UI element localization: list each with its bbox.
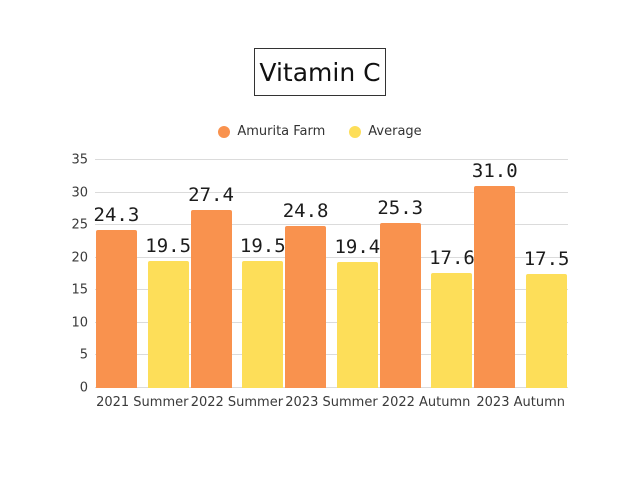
bar-amurita-farm bbox=[379, 223, 421, 388]
y-axis-tick-label: 25 bbox=[71, 217, 88, 233]
bar-column: 17.5 bbox=[523, 160, 570, 388]
y-axis-tick-label: 20 bbox=[71, 250, 88, 266]
legend-label: Average bbox=[368, 124, 422, 139]
bar-value-label: 27.4 bbox=[188, 183, 234, 206]
bar-amurita-farm bbox=[95, 229, 137, 388]
plot-area: 0 5 10 15 20 25 30 35 24.3 19.5 2021 Summer 27.4 19.… bbox=[71, 154, 570, 411]
y-axis-tick-label: 10 bbox=[71, 315, 88, 331]
bar-group: 31.0 17.5 bbox=[472, 160, 570, 388]
legend-label: Amurita Farm bbox=[237, 124, 326, 139]
gridline bbox=[95, 354, 568, 356]
legend-swatch-icon bbox=[218, 125, 231, 138]
bar-column: 19.5 bbox=[240, 160, 286, 388]
bar-value-label: 17.6 bbox=[429, 247, 475, 270]
gridline bbox=[95, 159, 568, 160]
x-axis-label: 2023 Autumn bbox=[476, 395, 565, 410]
bar-value-label: 17.5 bbox=[523, 248, 570, 270]
bar-column: 27.4 bbox=[188, 160, 234, 388]
bar-group: 24.8 19.4 bbox=[282, 160, 380, 388]
bar-column: 17.6 bbox=[429, 160, 475, 388]
gridline bbox=[95, 289, 568, 291]
y-axis-tick-label: 35 bbox=[71, 152, 88, 168]
bar-column: 19.5 bbox=[145, 160, 191, 388]
bar-value-label: 19.4 bbox=[334, 235, 381, 258]
x-axis-label: 2021 Summer bbox=[96, 395, 189, 410]
bar-value-label: 19.5 bbox=[239, 234, 286, 257]
y-axis-tick-label: 15 bbox=[71, 282, 88, 298]
bar-group: 25.3 17.6 bbox=[377, 160, 475, 388]
x-axis-label: 2023 Summer bbox=[285, 395, 378, 410]
bar-average bbox=[431, 273, 473, 388]
y-axis-tick-label: 30 bbox=[71, 185, 88, 201]
bar-value-label: 31.0 bbox=[471, 160, 518, 183]
bar-average bbox=[336, 261, 378, 388]
y-axis-tick-label: 5 bbox=[79, 347, 88, 363]
bar-value-label: 24.8 bbox=[282, 200, 329, 223]
legend-item: Amurita Farm bbox=[218, 124, 325, 139]
gridline bbox=[95, 387, 568, 388]
bar-average bbox=[147, 260, 189, 388]
bar-column: 24.8 bbox=[282, 160, 329, 388]
y-axis-tick-label: 0 bbox=[79, 380, 88, 396]
bar-group: 24.3 19.5 bbox=[93, 160, 191, 388]
legend: Amurita Farm Average bbox=[0, 124, 640, 139]
bar-average bbox=[242, 260, 284, 388]
bar-column: 31.0 bbox=[472, 160, 518, 388]
bar-column: 19.4 bbox=[334, 160, 380, 388]
bar-column: 25.3 bbox=[377, 160, 423, 388]
bar-value-label: 24.3 bbox=[93, 203, 140, 226]
x-axis-label: 2022 Autumn bbox=[381, 395, 471, 410]
legend-swatch-icon bbox=[349, 125, 362, 138]
bar-column: 24.3 bbox=[93, 160, 140, 388]
legend-item: Average bbox=[349, 124, 422, 139]
gridline bbox=[95, 256, 568, 258]
bar-amurita-farm bbox=[474, 186, 516, 388]
gridline bbox=[95, 191, 568, 193]
bar-amurita-farm bbox=[285, 226, 327, 388]
bar-average bbox=[526, 274, 568, 388]
bar-amurita-farm bbox=[190, 209, 232, 388]
chart-title: Vitamin C bbox=[259, 57, 381, 87]
bar-value-label: 19.5 bbox=[145, 234, 192, 257]
gridline bbox=[95, 224, 568, 226]
bar-group: 27.4 19.5 bbox=[188, 160, 286, 388]
x-axis-label: 2022 Summer bbox=[190, 395, 284, 410]
chart-title-box: Vitamin C bbox=[254, 48, 386, 96]
bar-value-label: 25.3 bbox=[377, 197, 424, 220]
gridline bbox=[95, 321, 568, 323]
